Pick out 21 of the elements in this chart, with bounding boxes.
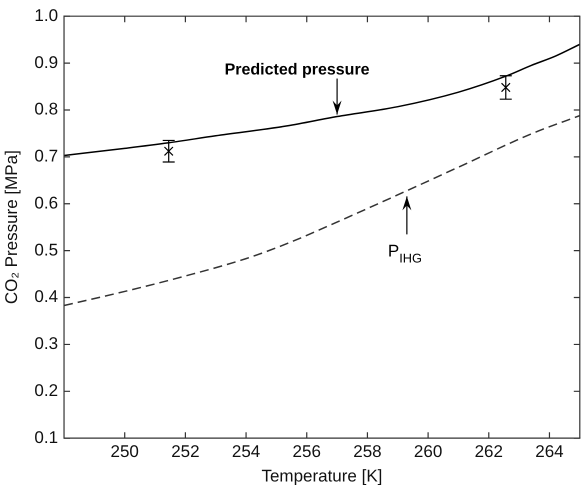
y-tick-label: 0.7 — [34, 146, 58, 166]
y-tick-label: 1.0 — [34, 6, 58, 25]
annotation: Predicted pressure — [224, 62, 370, 79]
y-tick-label: 0.2 — [34, 381, 58, 400]
y-tick-label: 0.5 — [34, 240, 58, 260]
y-tick-label: 0.9 — [34, 52, 58, 72]
x-tick-label: 262 — [474, 442, 503, 462]
x-tick-label: 252 — [171, 442, 200, 462]
y-tick-label: 0.1 — [34, 428, 58, 447]
x-tick-label: 256 — [292, 442, 321, 462]
x-tick-label: 250 — [110, 442, 139, 462]
y-tick-label: 0.3 — [34, 334, 58, 354]
y-tick-label: 0.6 — [34, 193, 58, 212]
y-axis-title: CO₂ Pressure [MPa] — [2, 150, 21, 304]
y-tick-label: 0.8 — [34, 100, 58, 119]
x-tick-label: 260 — [414, 442, 442, 462]
y-tick-label: 0.4 — [34, 287, 58, 306]
x-tick-label: 264 — [535, 442, 564, 462]
x-axis-title: Temperature [K] — [261, 466, 382, 486]
x-tick-label: 254 — [232, 442, 260, 462]
x-tick-label: 258 — [353, 442, 382, 462]
